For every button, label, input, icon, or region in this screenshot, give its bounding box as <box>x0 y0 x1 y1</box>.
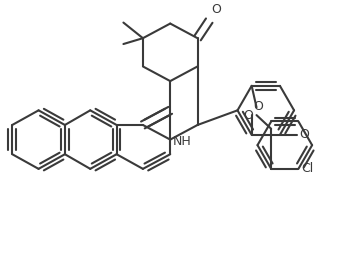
Text: O: O <box>299 128 309 141</box>
Text: NH: NH <box>173 135 192 148</box>
Text: O: O <box>211 3 221 16</box>
Text: Cl: Cl <box>301 162 314 175</box>
Text: O: O <box>253 100 263 113</box>
Text: O: O <box>243 109 253 122</box>
